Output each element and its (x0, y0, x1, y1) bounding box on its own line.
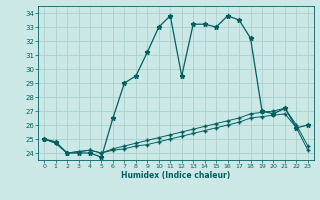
X-axis label: Humidex (Indice chaleur): Humidex (Indice chaleur) (121, 171, 231, 180)
